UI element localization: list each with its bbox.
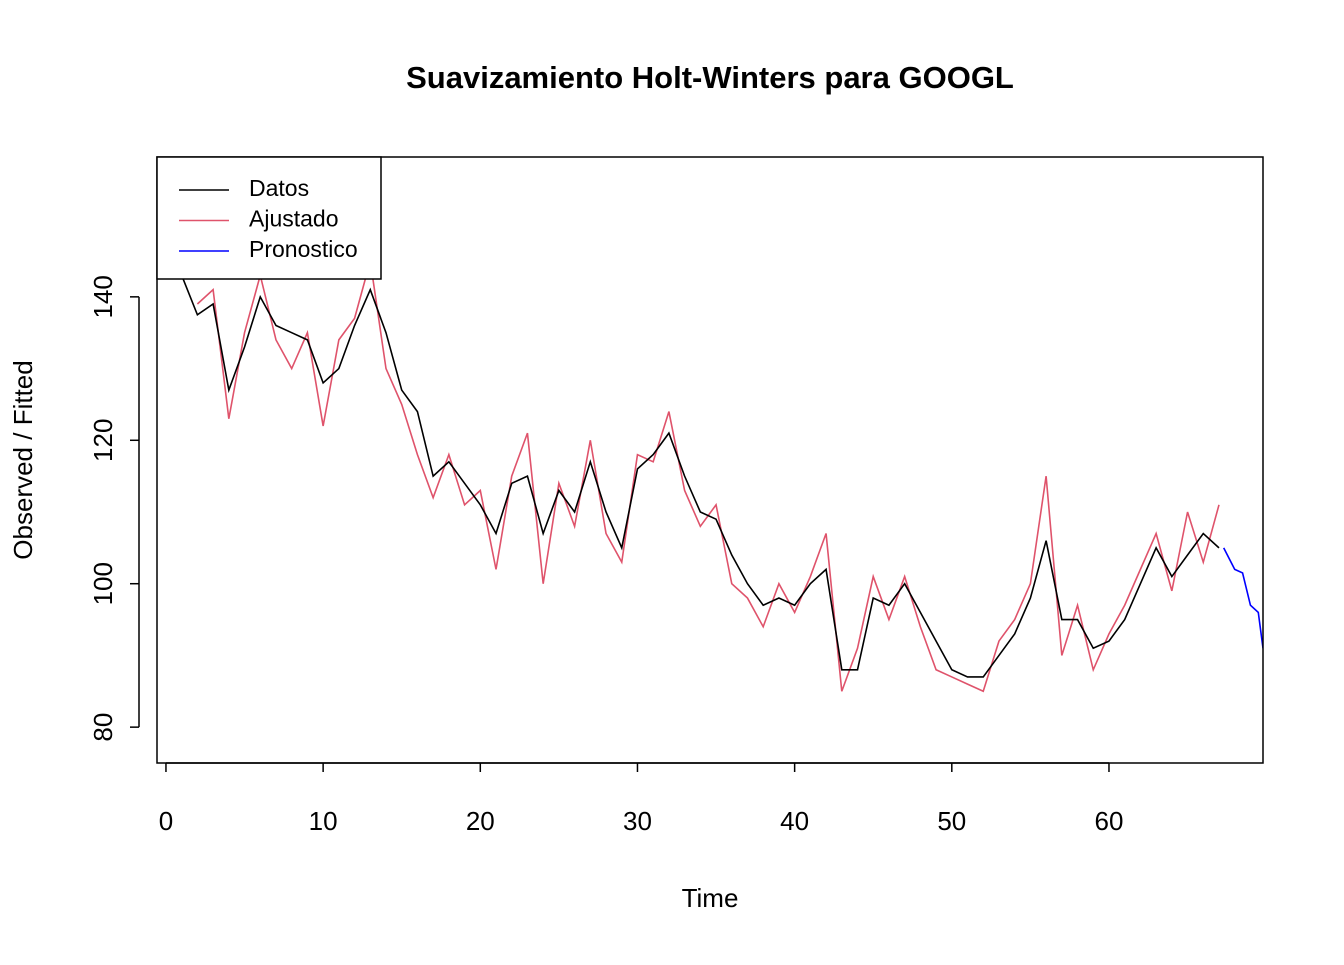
y-tick-label: 120: [88, 419, 118, 462]
legend-box: [156, 156, 382, 280]
series-line: [180, 275, 1220, 678]
legend-label: Pronostico: [249, 236, 358, 262]
series-line: [1222, 547, 1263, 649]
x-tick-label: 10: [309, 806, 338, 836]
legend-label: Ajustado: [249, 206, 339, 232]
x-tick-label: 60: [1095, 806, 1124, 836]
x-tick-label: 40: [780, 806, 809, 836]
x-tick-label: 30: [623, 806, 652, 836]
plot-lines: [180, 260, 1263, 693]
x-axis-label: Time: [682, 883, 739, 913]
y-tick-label: 80: [88, 713, 118, 742]
y-axis-label: Observed / Fitted: [8, 360, 38, 559]
x-tick-label: 0: [159, 806, 173, 836]
y-tick-label: 100: [88, 562, 118, 605]
series-line: [196, 260, 1220, 693]
x-tick-label: 20: [466, 806, 495, 836]
y-tick-label: 140: [88, 275, 118, 318]
x-tick-label: 50: [937, 806, 966, 836]
plot-frame: [156, 156, 1264, 764]
chart-title: Suavizamiento Holt-Winters para GOOGL: [406, 60, 1014, 95]
legend-label: Datos: [249, 175, 309, 201]
